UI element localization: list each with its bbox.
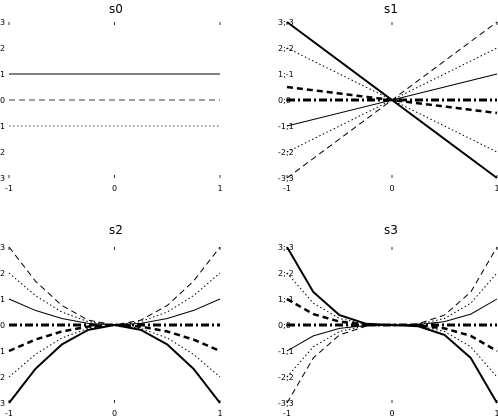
x-tick-label: -1: [283, 409, 291, 416]
series-line-dashed: [286, 21, 498, 179]
series-line-dotted: [8, 324, 221, 378]
series-line-solid: [8, 298, 221, 326]
chart-title: s3: [384, 223, 398, 237]
y-tick-label: 1;-1: [278, 70, 294, 79]
y-tick-label: 0;0: [278, 96, 291, 105]
y-tick-label: -2;2: [278, 373, 294, 382]
y-tick-label: -3;3: [278, 399, 294, 408]
chart-title: s0: [109, 2, 123, 16]
y-tick-label: 1: [0, 295, 5, 304]
y-tick-label: -2;2: [278, 148, 294, 157]
y-tick-label: 3: [0, 174, 5, 183]
y-tick-label: 0: [0, 96, 5, 105]
y-tick-label: 3: [0, 243, 5, 252]
y-tick-label: 0;0: [278, 321, 291, 330]
series-line-dotted: [286, 272, 498, 378]
series-line-dotted: [8, 272, 221, 326]
x-tick-label: 1: [217, 184, 222, 193]
x-tick-label: 0: [389, 409, 394, 416]
x-tick-label: 0: [389, 184, 394, 193]
panel-s3: s3 3;-3 2;-2 1;-1 0;0 -1;1 -2;2 -3;3-1 0 1: [278, 223, 498, 416]
y-tick-label: 2: [0, 269, 5, 278]
y-tick-label: 3;-3: [278, 18, 294, 27]
panel-s1: s1 3;-3 2;-2 1;-1 0;0 -1;1 -2;2 -3;3-1 0 1: [278, 2, 498, 193]
y-tick-label: 0: [0, 321, 5, 330]
x-tick-label: -1: [5, 184, 13, 193]
y-tick-label: 2;-2: [278, 44, 294, 53]
y-tick-label: 1: [0, 347, 5, 356]
y-tick-label: 3;-3: [278, 243, 294, 252]
y-tick-label: 1: [0, 122, 5, 131]
y-tick-label: 2: [0, 148, 5, 157]
y-tick-label: -1;1: [278, 122, 294, 131]
x-tick-label: -1: [5, 409, 13, 416]
y-tick-label: -3;3: [278, 174, 294, 183]
series-line-dashed: [286, 246, 498, 404]
y-tick-label: -1;1: [278, 347, 294, 356]
series-line-dotted: [286, 272, 498, 378]
x-tick-label: 1: [494, 409, 498, 416]
y-tick-label: 2: [0, 373, 5, 382]
y-tick-label: 2;-2: [278, 269, 294, 278]
x-tick-label: 0: [112, 184, 117, 193]
series-line-solid: [8, 323, 221, 404]
y-tick-label: 3: [0, 18, 5, 27]
y-tick-label: 1;-1: [278, 295, 294, 304]
x-tick-label: 1: [494, 184, 498, 193]
x-tick-label: -1: [283, 184, 291, 193]
x-tick-label: 1: [217, 409, 222, 416]
x-tick-label: 0: [112, 409, 117, 416]
chart-title: s2: [109, 223, 123, 237]
series-line-dashed: [8, 246, 221, 326]
chart-title: s1: [384, 2, 398, 16]
y-tick-label: 3: [0, 399, 5, 408]
y-tick-label: 2: [0, 44, 5, 53]
y-tick-label: 1: [0, 70, 5, 79]
series-line-dashed: [8, 323, 221, 353]
